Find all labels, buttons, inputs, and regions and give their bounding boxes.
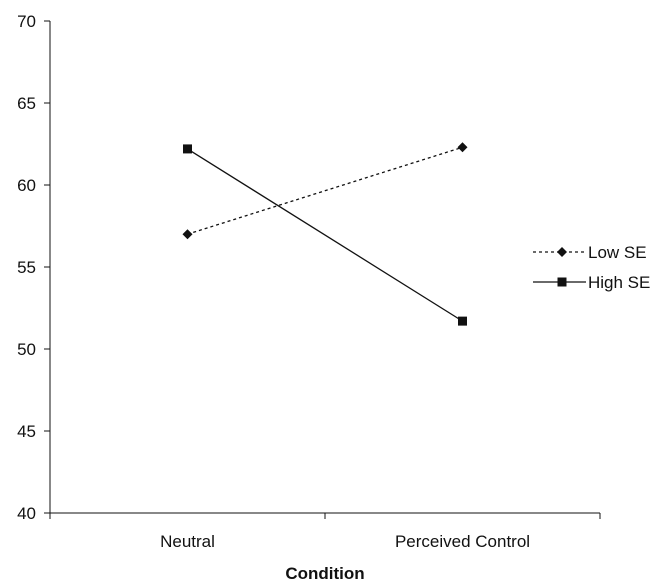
legend-label-high-se: High SE	[588, 273, 650, 292]
y-tick-label: 45	[17, 422, 36, 441]
legend-marker-low-se	[557, 247, 567, 257]
series-line-high-se	[187, 148, 463, 322]
legend-item-high-se: High SE	[533, 273, 650, 292]
series-high-se	[183, 144, 467, 326]
series-line-low-se	[187, 146, 463, 235]
y-axis: 40 45 50 55 60 65 70	[17, 12, 51, 523]
legend-label-low-se: Low SE	[588, 243, 647, 262]
y-tick-label: 70	[17, 12, 36, 31]
x-axis-title: Condition	[285, 564, 364, 583]
x-axis: Neutral Perceived Control	[49, 512, 601, 551]
y-tick-label: 40	[17, 504, 36, 523]
y-tick-label: 55	[17, 258, 36, 277]
y-tick-label: 60	[17, 176, 36, 195]
data-point-high-se	[183, 144, 192, 154]
data-point-low-se	[182, 229, 193, 240]
x-tick-label: Perceived Control	[395, 532, 530, 551]
legend-item-low-se: Low SE	[533, 243, 647, 262]
y-tick-label: 65	[17, 94, 36, 113]
data-point-high-se	[458, 316, 467, 326]
x-tick-label: Neutral	[160, 532, 215, 551]
legend-marker-high-se	[557, 277, 567, 287]
series-low-se	[182, 142, 468, 240]
series-layer	[182, 142, 468, 326]
data-point-low-se	[457, 142, 468, 153]
y-tick-label: 50	[17, 340, 36, 359]
legend: Low SE High SE	[533, 243, 650, 292]
